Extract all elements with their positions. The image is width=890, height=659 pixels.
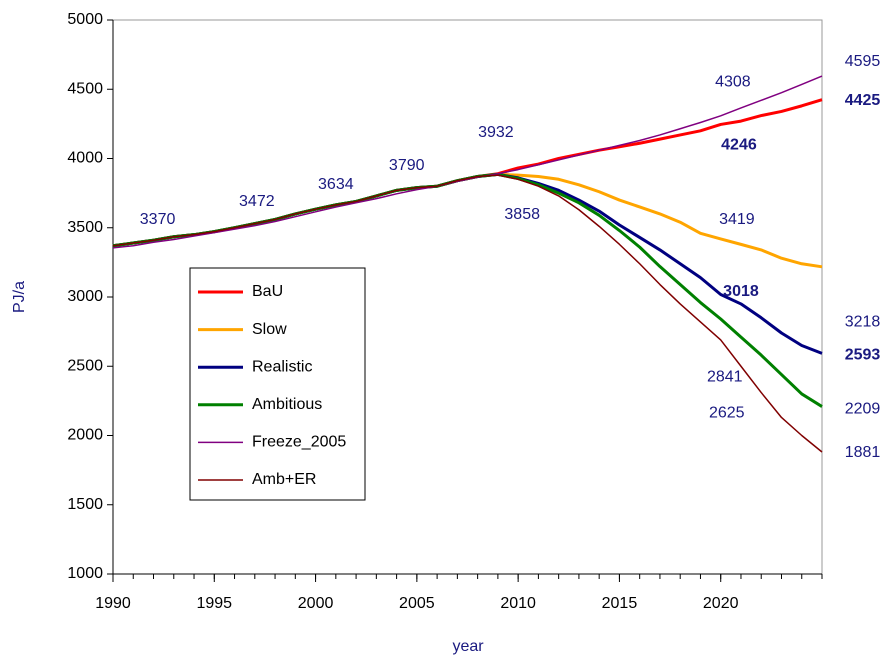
legend-box: [189, 267, 366, 501]
annotation: 2593: [845, 346, 881, 363]
x-tick-label: 1995: [196, 595, 232, 612]
x-tick-label: 2005: [399, 595, 435, 612]
series-line: [112, 174, 823, 453]
legend-label: Amb+ER: [252, 471, 316, 488]
legend-label: Freeze_2005: [252, 434, 346, 451]
annotation: 2841: [707, 368, 743, 385]
y-tick-label: 1000: [67, 565, 103, 582]
annotation: 1881: [845, 444, 881, 461]
annotation: 3634: [318, 176, 354, 193]
x-tick-label: 2015: [602, 595, 638, 612]
annotation: 3218: [845, 313, 881, 330]
annotation: 3858: [504, 206, 540, 223]
x-axis-label: year: [452, 638, 484, 655]
y-tick-label: 2000: [67, 427, 103, 444]
y-tick-label: 1500: [67, 496, 103, 513]
y-tick-label: 4500: [67, 80, 103, 97]
x-tick-label: 2010: [500, 595, 536, 612]
annotation: 2209: [845, 400, 881, 417]
legend-label: Slow: [252, 321, 287, 338]
annotation: 2625: [709, 404, 745, 421]
annotation: 3932: [478, 124, 514, 141]
annotation: 3370: [140, 211, 176, 228]
x-tick-label: 2000: [298, 595, 334, 612]
y-tick-label: 5000: [67, 11, 103, 28]
annotation: 4425: [845, 92, 881, 109]
y-tick-label: 4000: [67, 150, 103, 167]
legend-label: BaU: [252, 283, 283, 300]
annotation: 3018: [723, 283, 759, 300]
y-tick-label: 3000: [67, 288, 103, 305]
legend-label: Realistic: [252, 358, 312, 375]
annotation: 3472: [239, 193, 275, 210]
x-tick-label: 2020: [703, 595, 739, 612]
annotation: 4246: [721, 136, 757, 153]
annotation: 4308: [715, 73, 751, 90]
y-axis-label: PJ/a: [11, 281, 28, 313]
annotation: 4595: [845, 53, 881, 70]
annotation: 3790: [389, 157, 425, 174]
x-tick-label: 1990: [95, 595, 131, 612]
y-tick-label: 3500: [67, 219, 103, 236]
legend-label: Ambitious: [252, 396, 322, 413]
annotation: 3419: [719, 211, 755, 228]
y-tick-label: 2500: [67, 357, 103, 374]
